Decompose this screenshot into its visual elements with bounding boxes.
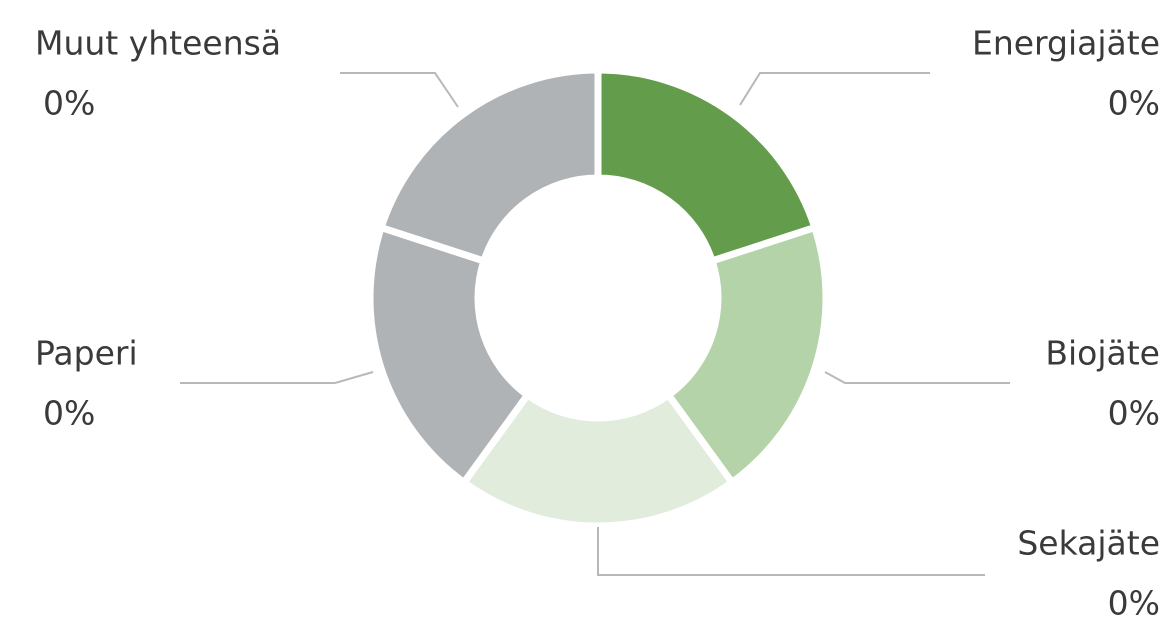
leader-line (180, 371, 374, 384)
slice-value-label: 0% (1108, 394, 1160, 433)
slice-label: Muut yhteensä (35, 24, 281, 63)
donut-segment (663, 223, 830, 488)
leader-line (340, 72, 459, 108)
leader-line (824, 371, 1010, 384)
donut-segment (459, 390, 737, 530)
slice-value-label: 0% (1108, 84, 1160, 123)
leader-line (739, 72, 930, 106)
leader-line (597, 527, 985, 576)
donut-segment (594, 66, 820, 266)
slice-value-label: 0% (1108, 584, 1160, 622)
slice-label: Biojäte (1045, 334, 1160, 373)
donut-segment (366, 223, 533, 488)
slice-value-label: 0% (43, 394, 95, 433)
slice-label: Paperi (35, 334, 138, 373)
slice-label: Sekajäte (1017, 524, 1160, 563)
slice-value-label: 0% (43, 84, 95, 123)
donut-segment (376, 66, 602, 266)
slice-label: Energiajäte (972, 24, 1160, 63)
